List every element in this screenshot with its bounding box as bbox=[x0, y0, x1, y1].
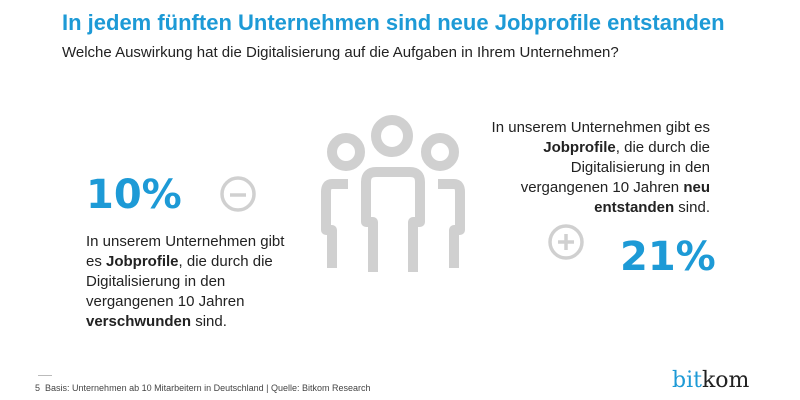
right-description: In unserem Unternehmen gibt es Jobprofil… bbox=[491, 119, 710, 216]
page-number: 5 bbox=[35, 383, 41, 393]
minus-circle-icon bbox=[220, 176, 256, 212]
plus-circle-icon bbox=[548, 224, 584, 260]
page-title: In jedem fünften Unternehmen sind neue J… bbox=[62, 10, 725, 35]
left-percentage: 10% bbox=[86, 172, 182, 218]
page-subtitle: Welche Auswirkung hat die Digitalisierun… bbox=[62, 44, 619, 61]
right-percentage: 21% bbox=[620, 234, 716, 280]
footer-divider bbox=[38, 375, 52, 376]
people-group-icon bbox=[321, 115, 465, 272]
left-description: In unserem Unternehmen gibt es Jobprofil… bbox=[86, 233, 285, 330]
bitkom-logo: bitkom bbox=[672, 368, 750, 393]
footer: 5 Basis: Unternehmen ab 10 Mitarbeitern … bbox=[35, 383, 371, 393]
footer-source: Basis: Unternehmen ab 10 Mitarbeitern in… bbox=[45, 383, 371, 393]
